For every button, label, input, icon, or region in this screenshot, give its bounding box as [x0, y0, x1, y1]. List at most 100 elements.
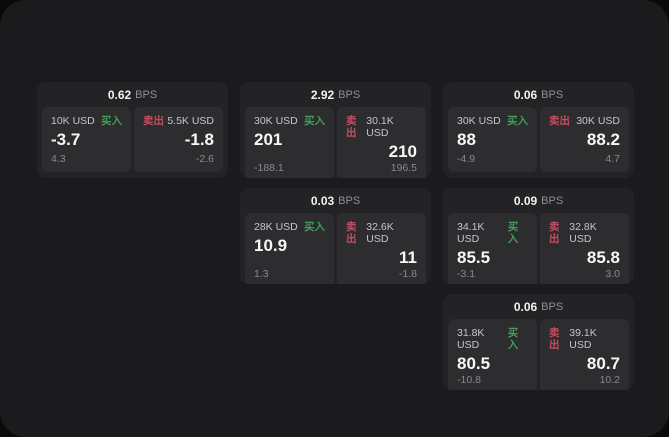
quote-card: 0.09 BPS 34.1K USD 买入 85.5 -3.1 卖出 32.8K…: [443, 188, 634, 284]
sell-amount: 39.1K USD: [569, 327, 597, 351]
sell-sub-value: 10.2: [599, 374, 620, 386]
sell-amount: 30.1K USD: [366, 115, 394, 139]
sell-panel-header: 卖出 39.1K USD: [549, 327, 620, 351]
bps-header: 0.06 BPS: [443, 294, 634, 319]
buy-price: -3.7: [51, 130, 81, 149]
buy-price: 10.9: [254, 236, 288, 255]
bps-value: 0.62: [107, 87, 132, 102]
buy-panel[interactable]: 31.8K USD 买入 80.5 -10.8: [448, 319, 537, 390]
sell-panel[interactable]: 卖出 32.6K USD 11 -1.8: [337, 213, 426, 284]
buy-amount: 30K USD: [254, 115, 298, 127]
quote-card-body: 30K USD 买入 88 -4.9 卖出 30K USD 88.2 4.7: [443, 107, 634, 178]
sell-tag: 卖出: [346, 221, 357, 245]
buy-tag: 买入: [101, 115, 122, 127]
sell-amount: 32.6K USD: [366, 221, 394, 245]
buy-panel[interactable]: 30K USD 买入 88 -4.9: [448, 107, 537, 172]
bps-unit: BPS: [135, 88, 158, 101]
buy-panel[interactable]: 28K USD 买入 10.9 1.3: [245, 213, 334, 284]
buy-panel-header: 10K USD 买入: [51, 115, 122, 127]
buy-panel-header: 34.1K USD 买入: [457, 221, 528, 245]
quote-card: 2.92 BPS 30K USD 买入 201 -188.1 卖出 30.1K …: [240, 82, 431, 178]
quote-card-grid: 0.62 BPS 10K USD 买入 -3.7 4.3 卖出 5.5K USD: [37, 82, 634, 390]
buy-amount: 34.1K USD: [457, 221, 485, 245]
sell-tag: 卖出: [143, 115, 164, 127]
sell-tag: 卖出: [346, 115, 357, 139]
buy-panel-header: 30K USD 买入: [457, 115, 528, 127]
buy-panel[interactable]: 34.1K USD 买入 85.5 -3.1: [448, 213, 537, 284]
sell-sub-value: 3.0: [605, 268, 620, 280]
buy-sub-value: 4.3: [51, 153, 66, 165]
sell-panel[interactable]: 卖出 5.5K USD -1.8 -2.6: [134, 107, 223, 172]
sell-amount: 32.8K USD: [569, 221, 597, 245]
buy-price: 201: [254, 130, 283, 149]
buy-price: 80.5: [457, 354, 491, 373]
sell-panel[interactable]: 卖出 30.1K USD 210 196.5: [337, 107, 426, 178]
quote-card-body: 34.1K USD 买入 85.5 -3.1 卖出 32.8K USD 85.8…: [443, 213, 634, 284]
sell-panel-header: 卖出 32.8K USD: [549, 221, 620, 245]
sell-amount: 30K USD: [576, 115, 620, 127]
bps-unit: BPS: [338, 88, 361, 101]
sell-price: 80.7: [586, 354, 620, 373]
buy-panel-header: 30K USD 买入: [254, 115, 325, 127]
bps-value: 2.92: [310, 87, 335, 102]
sell-tag: 卖出: [549, 115, 570, 127]
sell-panel-header: 卖出 5.5K USD: [143, 115, 214, 127]
sell-price: 11: [399, 248, 417, 267]
sell-price: 210: [388, 142, 417, 161]
sell-sub-value: 196.5: [390, 162, 417, 174]
sell-tag: 卖出: [549, 327, 560, 351]
buy-sub-value: -3.1: [457, 268, 476, 280]
buy-price: 85.5: [457, 248, 491, 267]
bps-header: 0.62 BPS: [37, 82, 228, 107]
buy-panel-header: 28K USD 买入: [254, 221, 325, 233]
bps-unit: BPS: [541, 88, 564, 101]
sell-panel-header: 卖出 30K USD: [549, 115, 620, 127]
buy-tag: 买入: [507, 221, 519, 245]
sell-sub-value: -1.8: [398, 268, 417, 280]
buy-tag: 买入: [304, 221, 325, 233]
buy-sub-value: -4.9: [457, 153, 476, 165]
quote-card: 0.06 BPS 31.8K USD 买入 80.5 -10.8 卖出 39.1…: [443, 294, 634, 390]
sell-sub-value: 4.7: [605, 153, 620, 165]
quote-card-body: 31.8K USD 买入 80.5 -10.8 卖出 39.1K USD 80.…: [443, 319, 634, 390]
sell-price: 85.8: [586, 248, 620, 267]
buy-sub-value: -10.8: [457, 374, 481, 386]
sell-panel-header: 卖出 32.6K USD: [346, 221, 417, 245]
bps-unit: BPS: [541, 300, 564, 313]
bps-unit: BPS: [338, 194, 361, 207]
buy-tag: 买入: [507, 327, 519, 351]
quote-card-body: 30K USD 买入 201 -188.1 卖出 30.1K USD 210 1…: [240, 107, 431, 178]
sell-panel[interactable]: 卖出 30K USD 88.2 4.7: [540, 107, 629, 172]
buy-tag: 买入: [304, 115, 325, 127]
buy-sub-value: 1.3: [254, 268, 269, 280]
bps-header: 0.09 BPS: [443, 188, 634, 213]
buy-panel-header: 31.8K USD 买入: [457, 327, 528, 351]
quote-card-body: 28K USD 买入 10.9 1.3 卖出 32.6K USD 11 -1.8: [240, 213, 431, 284]
buy-panel[interactable]: 10K USD 买入 -3.7 4.3: [42, 107, 131, 172]
bps-value: 0.06: [513, 299, 538, 314]
sell-panel[interactable]: 卖出 39.1K USD 80.7 10.2: [540, 319, 629, 390]
quote-card: 0.06 BPS 30K USD 买入 88 -4.9 卖出 30K USD: [443, 82, 634, 178]
quote-card: 0.62 BPS 10K USD 买入 -3.7 4.3 卖出 5.5K USD: [37, 82, 228, 178]
buy-panel[interactable]: 30K USD 买入 201 -188.1: [245, 107, 334, 178]
sell-panel[interactable]: 卖出 32.8K USD 85.8 3.0: [540, 213, 629, 284]
bps-header: 0.06 BPS: [443, 82, 634, 107]
buy-tag: 买入: [507, 115, 528, 127]
bps-value: 0.03: [310, 193, 335, 208]
bps-header: 2.92 BPS: [240, 82, 431, 107]
buy-amount: 31.8K USD: [457, 327, 485, 351]
sell-sub-value: -2.6: [195, 153, 214, 165]
sell-tag: 卖出: [549, 221, 560, 245]
sell-amount: 5.5K USD: [167, 115, 214, 127]
buy-price: 88: [457, 130, 476, 149]
bps-value: 0.09: [513, 193, 538, 208]
bps-unit: BPS: [541, 194, 564, 207]
quote-card: 0.03 BPS 28K USD 买入 10.9 1.3 卖出 32.6K US…: [240, 188, 431, 284]
buy-amount: 10K USD: [51, 115, 95, 127]
bps-header: 0.03 BPS: [240, 188, 431, 213]
buy-sub-value: -188.1: [254, 162, 284, 174]
bps-value: 0.06: [513, 87, 538, 102]
sell-price: 88.2: [586, 130, 620, 149]
quote-card-body: 10K USD 买入 -3.7 4.3 卖出 5.5K USD -1.8 -2.…: [37, 107, 228, 178]
